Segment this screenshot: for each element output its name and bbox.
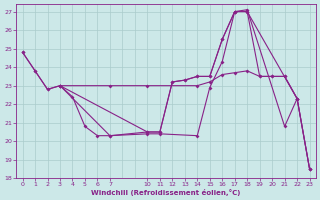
X-axis label: Windchill (Refroidissement éolien,°C): Windchill (Refroidissement éolien,°C) [92, 189, 241, 196]
